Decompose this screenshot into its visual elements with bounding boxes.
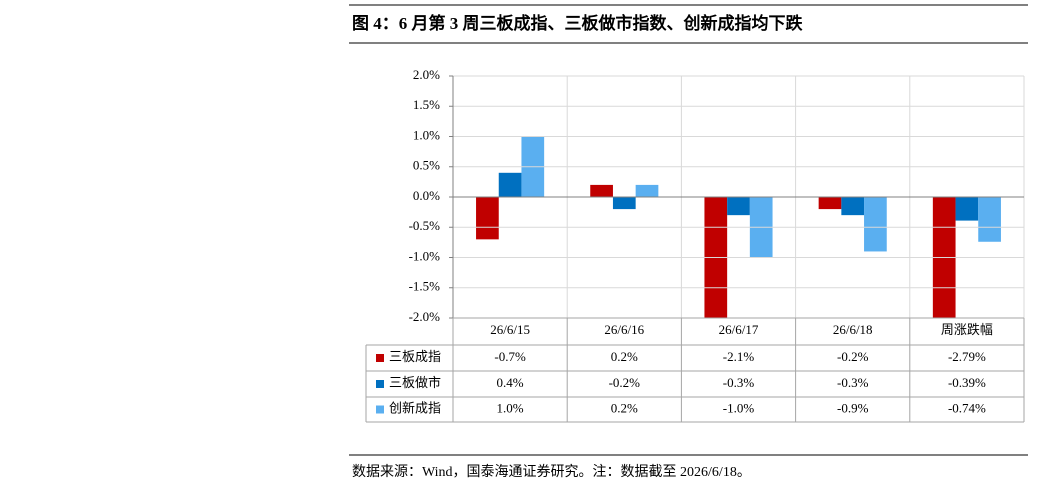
bar <box>978 197 1001 242</box>
table-value: -0.2% <box>609 375 641 390</box>
bar <box>704 197 728 318</box>
x-tick-label: 周涨跌幅 <box>941 322 993 337</box>
x-tick-label: 26/6/16 <box>604 322 644 337</box>
bar <box>841 197 865 216</box>
y-tick-label: 2.0% <box>413 67 440 82</box>
legend-label: 创新成指 <box>389 400 441 415</box>
bar <box>864 197 887 252</box>
legend-label: 三板成指 <box>389 349 441 364</box>
source: 数据来源：Wind，国泰海通证券研究。注：数据截至 2026/6/18。 <box>352 464 751 480</box>
bar <box>818 197 842 210</box>
table-value: -0.2% <box>837 349 869 364</box>
x-tick-label: 26/6/15 <box>490 322 530 337</box>
x-tick-label: 26/6/18 <box>833 322 873 337</box>
table-value: 0.2% <box>611 349 638 364</box>
bar <box>498 172 522 197</box>
table-value: -2.1% <box>723 349 755 364</box>
y-tick-label: -1.0% <box>409 248 441 263</box>
y-tick-label: 0.5% <box>413 158 440 173</box>
bar <box>612 197 636 210</box>
legend-key <box>376 405 384 414</box>
table-value: -0.7% <box>494 349 526 364</box>
table-value: -1.0% <box>723 400 755 415</box>
y-tick-label: 1.0% <box>413 127 440 142</box>
y-tick-label: -1.5% <box>409 279 441 294</box>
table-value: -0.39% <box>948 375 986 390</box>
x-tick-label: 26/6/17 <box>719 322 759 337</box>
table-value: 1.0% <box>497 400 524 415</box>
table-value: 0.4% <box>497 375 524 390</box>
bar <box>635 184 659 197</box>
legend-key <box>376 354 384 362</box>
y-tick-label: -0.5% <box>409 218 441 233</box>
y-tick-label: 1.5% <box>413 97 440 112</box>
table-value: -0.74% <box>948 400 986 415</box>
bar <box>932 197 956 318</box>
bar <box>727 197 750 216</box>
table-value: 0.2% <box>611 400 638 415</box>
table-value: -0.3% <box>837 375 869 390</box>
y-tick-label: -2.0% <box>409 309 441 324</box>
bar <box>955 197 979 221</box>
legend-key <box>376 380 384 388</box>
title: 图 4：6 月第 3 周三板成指、三板做市指数、创新成指均下跌 <box>352 13 803 33</box>
bar <box>476 197 499 240</box>
table-value: -2.79% <box>948 349 986 364</box>
bar <box>590 184 613 197</box>
y-tick-label: 0.0% <box>413 188 440 203</box>
table-value: -0.3% <box>723 375 755 390</box>
legend-label: 三板做市 <box>389 375 441 390</box>
table-value: -0.9% <box>837 400 869 415</box>
